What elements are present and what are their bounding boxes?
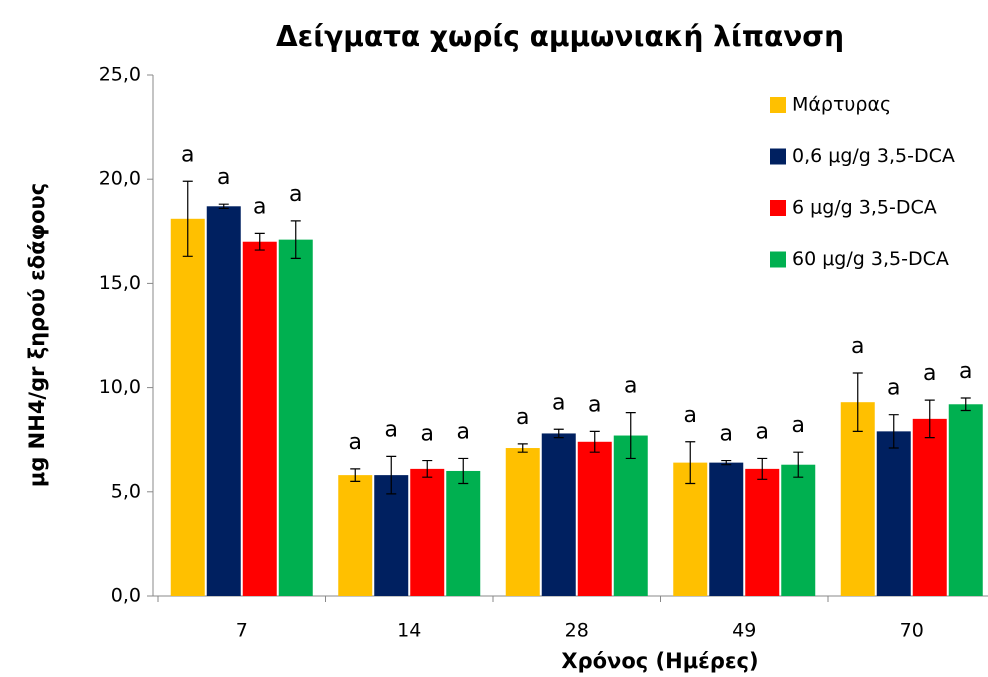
legend-label: 6 μg/g 3,5-DCA — [792, 197, 937, 219]
error-bar — [685, 441, 696, 485]
legend-swatch — [770, 97, 786, 113]
bar — [781, 464, 816, 596]
y-tick-label: 5,0 — [111, 480, 141, 502]
error-bar — [924, 399, 935, 439]
significance-label: a — [720, 422, 733, 447]
bar — [410, 468, 445, 596]
bar — [541, 433, 576, 596]
bar — [876, 431, 911, 596]
bar — [278, 239, 313, 597]
significance-label: a — [756, 419, 769, 444]
error-bar — [852, 372, 863, 432]
bar — [709, 462, 744, 596]
bar — [505, 448, 540, 596]
bar — [673, 462, 708, 596]
significance-label: a — [684, 403, 697, 428]
x-tick-label: 28 — [565, 620, 589, 642]
significance-label: a — [516, 405, 529, 430]
x-tick-label: 70 — [900, 620, 924, 642]
significance-label: a — [588, 392, 601, 417]
significance-label: a — [959, 359, 972, 384]
legend-label: 60 μg/g 3,5-DCA — [792, 248, 949, 270]
error-bar — [793, 451, 804, 478]
error-bar — [218, 203, 229, 209]
error-bar — [386, 455, 397, 495]
significance-label: a — [552, 390, 565, 415]
bar — [577, 441, 612, 596]
y-tick-label: 15,0 — [99, 272, 141, 294]
significance-label: a — [887, 376, 900, 401]
y-tick-label: 20,0 — [99, 168, 141, 190]
bar — [948, 404, 983, 596]
y-tick-label: 25,0 — [99, 64, 141, 86]
legend-swatch — [770, 200, 786, 216]
significance-label: a — [253, 194, 266, 219]
bar — [338, 475, 373, 596]
error-bar — [290, 220, 301, 259]
bar — [446, 470, 481, 596]
legend-swatch — [770, 148, 786, 165]
bar — [242, 241, 277, 596]
significance-label: a — [624, 374, 637, 399]
bar — [374, 475, 409, 596]
significance-label: a — [289, 182, 302, 207]
x-tick-label: 14 — [397, 620, 421, 642]
error-bar — [721, 459, 732, 466]
bar — [912, 418, 947, 596]
x-axis-label: Χρόνος (Ημέρες) — [561, 649, 758, 673]
bar — [613, 435, 648, 596]
bar — [840, 402, 875, 596]
error-bar — [458, 457, 469, 485]
significance-label: a — [851, 334, 864, 359]
y-tick-label: 0,0 — [111, 585, 141, 607]
error-bar — [422, 459, 433, 478]
significance-label: a — [349, 430, 362, 455]
legend-swatch — [770, 251, 786, 268]
chart-title: Δείγματα χωρίς αμμωνιακή λίπανση — [276, 20, 844, 53]
x-tick-label: 7 — [236, 620, 248, 642]
error-bar — [553, 428, 564, 439]
y-tick-label: 10,0 — [99, 376, 141, 398]
significance-label: a — [421, 422, 434, 447]
bar — [206, 206, 241, 597]
error-bar — [625, 412, 636, 460]
legend-label: 0,6 μg/g 3,5-DCA — [792, 145, 955, 167]
significance-label: a — [217, 165, 230, 190]
error-bar — [960, 397, 971, 412]
error-bar — [589, 430, 600, 453]
y-axis-label: μg NH4/gr ξηρού εδάφους — [25, 183, 49, 487]
bar — [170, 218, 205, 596]
error-bar — [182, 180, 193, 257]
significance-label: a — [385, 417, 398, 442]
significance-label: a — [923, 361, 936, 386]
bar — [745, 468, 780, 596]
significance-label: a — [457, 419, 470, 444]
error-bar — [350, 468, 361, 482]
legend-label: Μάρτυρας — [792, 94, 891, 116]
error-bar — [757, 457, 768, 480]
x-tick-label: 49 — [732, 620, 756, 642]
error-bar — [254, 232, 265, 251]
error-bar — [517, 443, 528, 453]
significance-label: a — [792, 413, 805, 438]
significance-label: a — [181, 142, 194, 167]
error-bar — [888, 414, 899, 449]
